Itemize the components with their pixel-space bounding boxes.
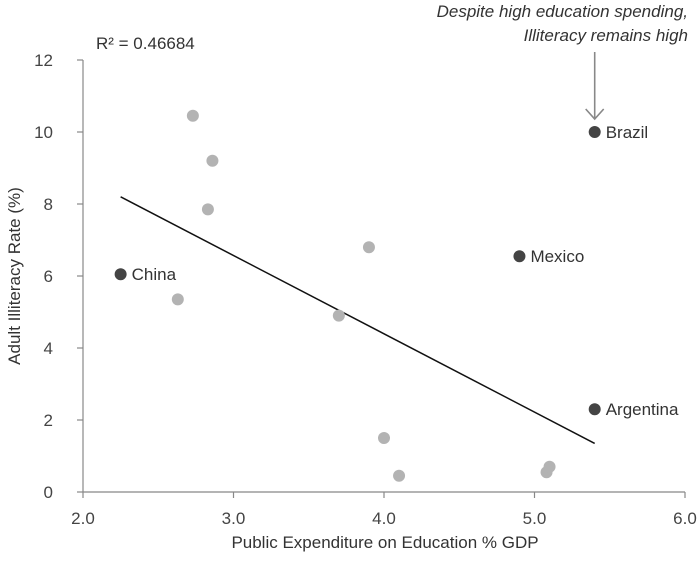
x-tick-label: 3.0 [222,509,246,528]
axes [77,59,686,498]
data-point [206,154,219,167]
y-tick-label: 2 [44,411,53,430]
point-label-brazil: Brazil [606,123,649,142]
y-tick-label: 12 [34,51,53,70]
y-tick-label: 4 [44,339,53,358]
y-axis-title: Adult Illiteracy Rate (%) [5,187,24,365]
data-point [362,241,375,254]
r-squared-label: R² = 0.46684 [96,34,195,53]
data-point [378,432,390,444]
data-point [393,469,406,482]
annotation-line-1: Despite high education spending, [437,2,688,21]
data-point-mexico [513,250,526,263]
data-point [186,109,199,122]
x-tick-label: 5.0 [523,509,547,528]
y-tick-label: 6 [44,267,53,286]
arrow-head [585,108,605,121]
x-tick-label: 2.0 [71,509,95,528]
x-tick-label: 6.0 [673,509,697,528]
trendline [120,196,596,445]
data-point [543,460,556,473]
data-point [332,309,345,322]
y-tick-label: 10 [34,123,53,142]
x-tick-label: 4.0 [372,509,396,528]
trendline-group [120,196,596,445]
point-labels: China Mexico Brazil Argentina [132,123,679,419]
data-points [114,109,601,482]
annotation-arrow [585,52,605,121]
y-tick-label: 8 [44,195,53,214]
y-tick-label: 0 [44,483,53,502]
data-point-argentina [588,403,601,416]
point-label-argentina: Argentina [606,400,679,419]
data-point [171,293,184,306]
tick-labels: 2.0 3.0 4.0 5.0 6.0 0 2 4 6 8 10 12 [34,51,697,528]
annotation-line-2: Illiteracy remains high [524,26,688,45]
point-label-china: China [132,265,177,284]
data-point [201,203,214,216]
data-point-brazil [588,126,601,138]
data-point-china [114,268,127,281]
x-axis-title: Public Expenditure on Education % GDP [231,533,538,552]
point-label-mexico: Mexico [530,247,584,266]
